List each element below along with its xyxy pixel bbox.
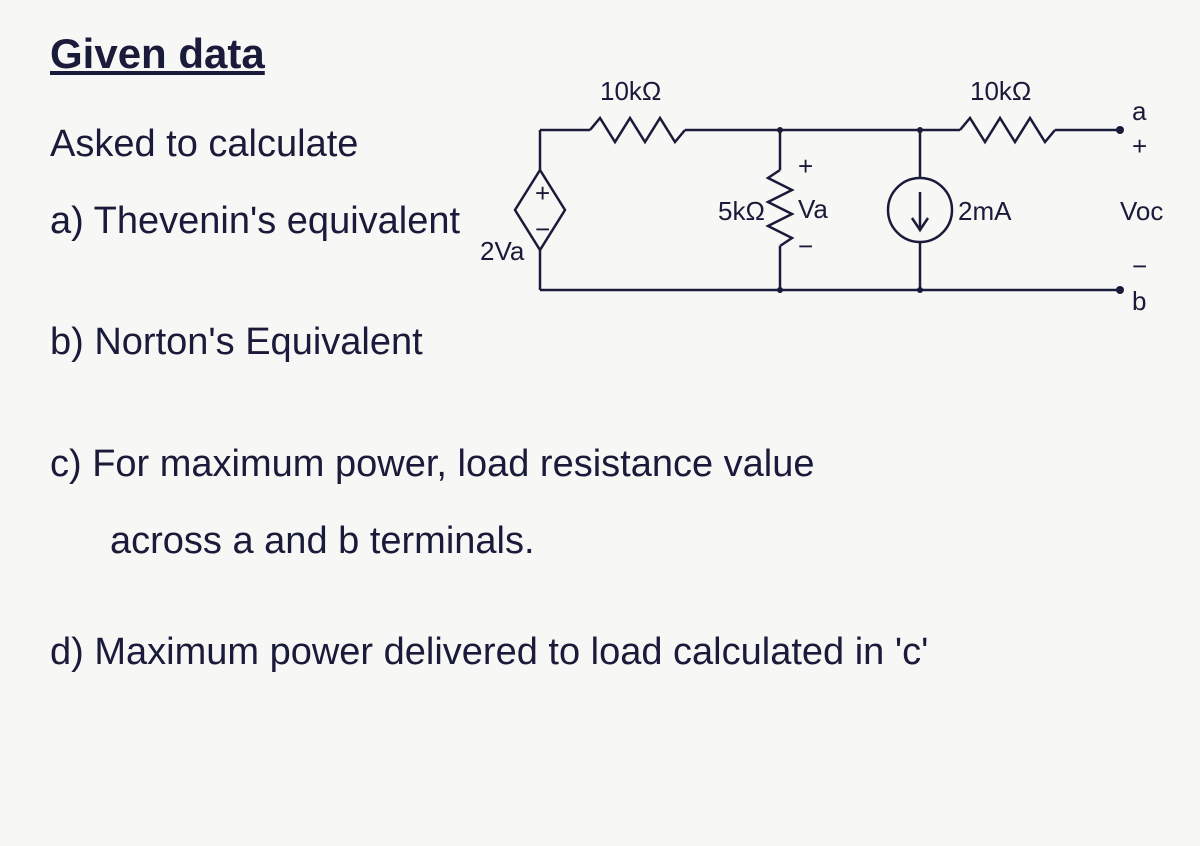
r5k-label: 5kΩ bbox=[718, 196, 765, 226]
current-source-label: 2mA bbox=[958, 196, 1012, 226]
svg-text:+: + bbox=[535, 178, 550, 208]
va-minus: − bbox=[798, 231, 813, 261]
resistor-r2: 10kΩ bbox=[960, 76, 1055, 142]
item-c-line1: c) For maximum power, load resistance va… bbox=[50, 438, 1150, 491]
item-d: d) Maximum power delivered to load calcu… bbox=[50, 626, 1150, 679]
dependent-source-label: 2Va bbox=[480, 236, 525, 266]
terminal-b-label: b bbox=[1132, 286, 1146, 316]
circuit-diagram: + − 2Va 10kΩ 10kΩ bbox=[480, 60, 1180, 340]
resistor-5k-branch: 5kΩ + Va − bbox=[718, 130, 828, 290]
r2-label: 10kΩ bbox=[970, 76, 1031, 106]
handwritten-page: Given data Asked to calculate a) Theveni… bbox=[0, 0, 1200, 846]
dependent-source: + − 2Va bbox=[480, 130, 565, 290]
item-c-line2: across a and b terminals. bbox=[110, 515, 1150, 568]
voc-label: Voc bbox=[1120, 196, 1163, 226]
va-plus: + bbox=[798, 151, 813, 181]
terminal-a-label: a bbox=[1132, 96, 1147, 126]
terminal-a-plus: + bbox=[1132, 131, 1147, 161]
svg-text:−: − bbox=[535, 214, 550, 244]
terminal-b-minus: − bbox=[1132, 251, 1147, 281]
resistor-r1: 10kΩ bbox=[590, 76, 685, 142]
va-name: Va bbox=[798, 194, 828, 224]
r1-label: 10kΩ bbox=[600, 76, 661, 106]
current-source: 2mA bbox=[888, 130, 1012, 290]
